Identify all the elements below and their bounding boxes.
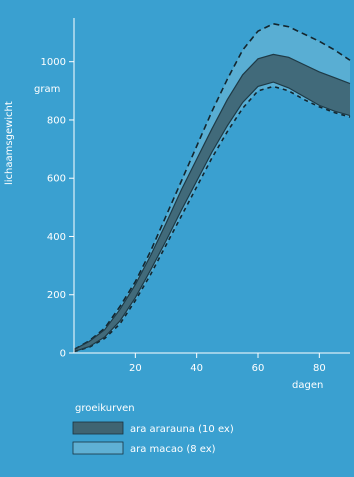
band-ara-ararauna <box>74 54 350 352</box>
axes <box>73 18 350 354</box>
x-tick-label: 40 <box>190 363 203 374</box>
macao-upper-boundary <box>73 22 351 351</box>
y-tick-label: 0 <box>60 349 66 360</box>
y-tick-label: 400 <box>47 232 66 243</box>
y-tick-label: 600 <box>47 174 66 185</box>
x-tick-label: 60 <box>252 363 265 374</box>
y-axis-unit: gram <box>34 84 60 95</box>
x-tick-label: 20 <box>129 363 142 374</box>
x-tick-label: 80 <box>313 363 326 374</box>
legend-swatch-macao <box>72 441 124 455</box>
legend: groeikurven ara ararauna (10 ex) ara mac… <box>72 403 234 455</box>
series-areas <box>73 22 351 353</box>
x-ticks: 20 40 60 80 <box>129 353 326 374</box>
y-axis-label: lichaamsgewicht <box>4 101 15 185</box>
y-tick-label: 1000 <box>41 57 66 68</box>
legend-label-macao: ara macao (8 ex) <box>130 444 216 455</box>
y-ticks: 0 200 400 600 800 1000 <box>41 57 74 360</box>
ararauna-upper-boundary <box>73 53 351 351</box>
ararauna-lower-boundary <box>73 81 351 353</box>
legend-swatch-ararauna <box>72 421 124 435</box>
legend-label-ararauna: ara ararauna (10 ex) <box>130 424 234 435</box>
y-tick-label: 200 <box>47 290 66 301</box>
y-tick-label: 800 <box>47 115 66 126</box>
x-axis-label: dagen <box>292 380 323 391</box>
legend-title: groeikurven <box>75 403 135 414</box>
